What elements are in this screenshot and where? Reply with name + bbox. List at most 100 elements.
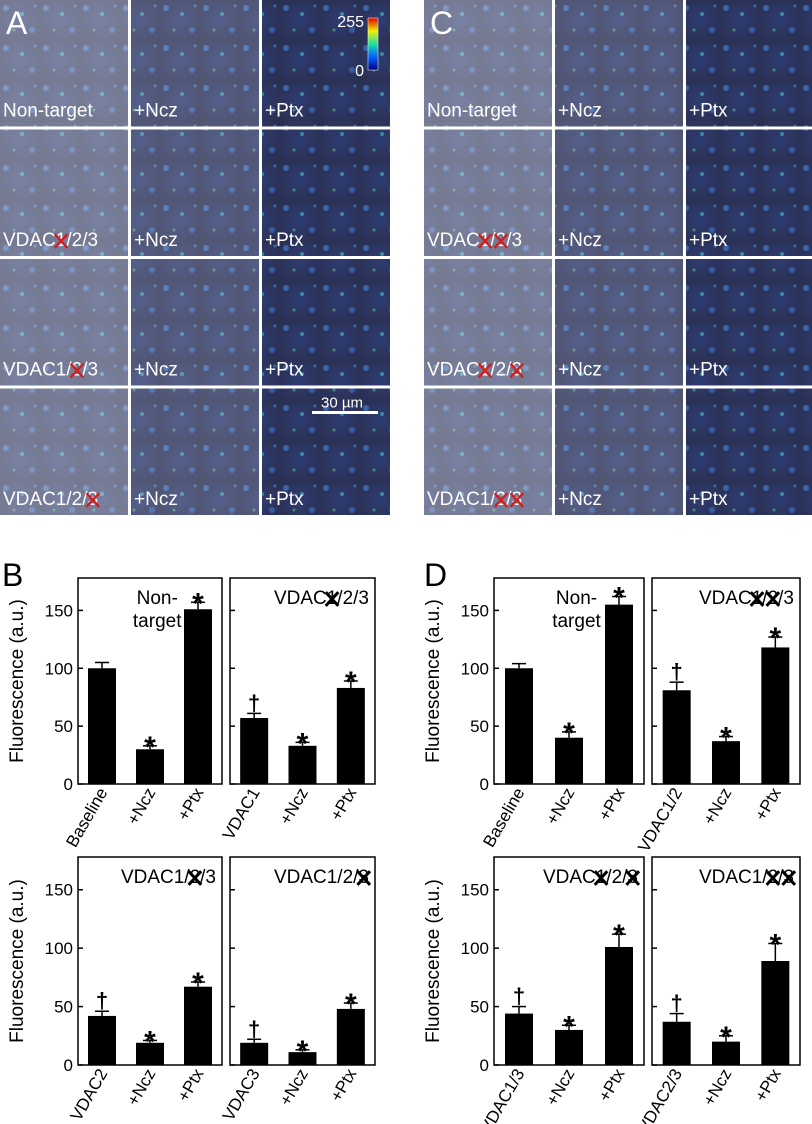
- y-tick-label: 100: [461, 659, 489, 678]
- micrograph: [131, 129, 259, 256]
- significance-marker: *: [144, 1025, 156, 1058]
- micrograph: [0, 388, 128, 515]
- panel-letter: B: [2, 557, 23, 593]
- bar: [288, 1052, 317, 1065]
- x-tick-label: +Ncz: [123, 785, 159, 828]
- y-tick-label: 100: [45, 659, 73, 678]
- significance-marker: †: [671, 659, 683, 684]
- colorbar: [367, 17, 379, 71]
- panel-letter: D: [424, 557, 447, 593]
- image-label: VDAC1/2/3: [427, 230, 522, 251]
- image-label: +Ptx: [265, 101, 304, 122]
- x-tick-label: +Ncz: [276, 785, 312, 828]
- micrograph: [262, 259, 390, 386]
- y-tick-label: 50: [470, 717, 489, 736]
- bar: [184, 609, 212, 784]
- cross-mark: [477, 362, 493, 379]
- significance-marker: †: [248, 1016, 260, 1041]
- y-tick-label: 100: [45, 939, 73, 958]
- image-label: +Ncz: [558, 489, 602, 510]
- significance-marker: *: [192, 587, 204, 620]
- y-tick-label: 50: [470, 998, 489, 1017]
- image-label: +Ncz: [134, 230, 178, 251]
- bar: [288, 745, 317, 784]
- micrograph: [131, 259, 259, 386]
- x-tick-label: +Ptx: [174, 1065, 208, 1105]
- cross-mark: [781, 870, 797, 886]
- image-label: +Ptx: [265, 489, 304, 510]
- bar: [555, 1029, 583, 1065]
- bar: [605, 604, 633, 784]
- bar: [136, 1042, 164, 1065]
- x-tick-label: +Ncz: [542, 785, 578, 828]
- chart-title: Non-: [556, 588, 597, 609]
- x-tick-label: +Ptx: [751, 1065, 785, 1105]
- chart-title: target: [133, 611, 182, 632]
- image-label: +Ptx: [265, 230, 304, 251]
- image-label: +Ptx: [689, 360, 728, 381]
- x-tick-label: VDAC3: [219, 1066, 264, 1124]
- cross-mark: [765, 591, 781, 607]
- image-label: +Ncz: [558, 101, 602, 122]
- y-tick-label: 0: [480, 1056, 489, 1075]
- image-label: Non-target: [3, 101, 93, 122]
- micrograph: [424, 129, 552, 256]
- cross-mark: [765, 870, 781, 886]
- chart-title: VDAC1/2/3: [699, 588, 794, 609]
- y-tick-label: 0: [64, 775, 73, 794]
- significance-marker: †: [513, 984, 525, 1009]
- cross-mark: [324, 591, 340, 607]
- micrograph: [0, 259, 128, 386]
- cross-mark: [749, 591, 765, 607]
- cross-mark: [53, 233, 69, 249]
- bar: [712, 741, 740, 784]
- x-tick-label: +Ptx: [751, 784, 785, 824]
- bar: [761, 647, 790, 784]
- micrograph: [555, 129, 683, 256]
- micrograph: [0, 129, 128, 256]
- x-tick-label: +Ncz: [699, 1066, 735, 1109]
- micrograph: [424, 0, 552, 127]
- bar: [505, 1013, 533, 1065]
- x-tick-label: VDAC2: [67, 1066, 112, 1124]
- image-label: +Ptx: [689, 489, 728, 510]
- chart-title: target: [552, 611, 601, 632]
- micrograph: [131, 0, 259, 127]
- bar: [88, 1015, 116, 1065]
- x-tick-label: Baseline: [479, 785, 528, 851]
- colorbar-label: 0: [355, 63, 364, 80]
- image-label: +Ptx: [265, 360, 304, 381]
- significance-marker: *: [192, 967, 204, 1000]
- image-label: VDAC1/2/3: [427, 360, 522, 381]
- image-label: +Ncz: [134, 101, 178, 122]
- significance-marker: *: [345, 988, 357, 1021]
- image-label: +Ptx: [689, 230, 728, 251]
- y-tick-label: 0: [64, 1056, 73, 1075]
- chart-title: VDAC1/2/3: [274, 588, 369, 609]
- x-tick-label: +Ptx: [327, 1065, 361, 1105]
- chart-title: VDAC1/2/3: [274, 867, 369, 888]
- image-label: +Ncz: [558, 230, 602, 251]
- significance-marker: *: [563, 717, 575, 750]
- x-tick-label: +Ptx: [595, 1065, 629, 1105]
- micrograph: [555, 0, 683, 127]
- image-label: VDAC1/2/3: [427, 489, 522, 510]
- micrograph: [686, 0, 812, 127]
- cross-mark: [509, 362, 524, 379]
- image-label: VDAC1/2/3: [3, 360, 98, 381]
- colorbar-label: 255: [337, 14, 364, 31]
- y-axis-label: Fluorescence (a.u.): [7, 599, 28, 763]
- micrograph: [686, 129, 812, 256]
- micrograph: [262, 388, 390, 515]
- y-tick-label: 150: [45, 601, 73, 620]
- y-tick-label: 0: [480, 775, 489, 794]
- bar: [88, 668, 116, 784]
- micrograph: [686, 388, 812, 515]
- significance-marker: *: [297, 1035, 309, 1068]
- panel-letter: C: [430, 5, 453, 41]
- x-tick-label: VDAC1: [219, 785, 264, 844]
- significance-marker: †: [248, 690, 260, 715]
- significance-marker: *: [613, 582, 625, 615]
- bar: [505, 668, 533, 784]
